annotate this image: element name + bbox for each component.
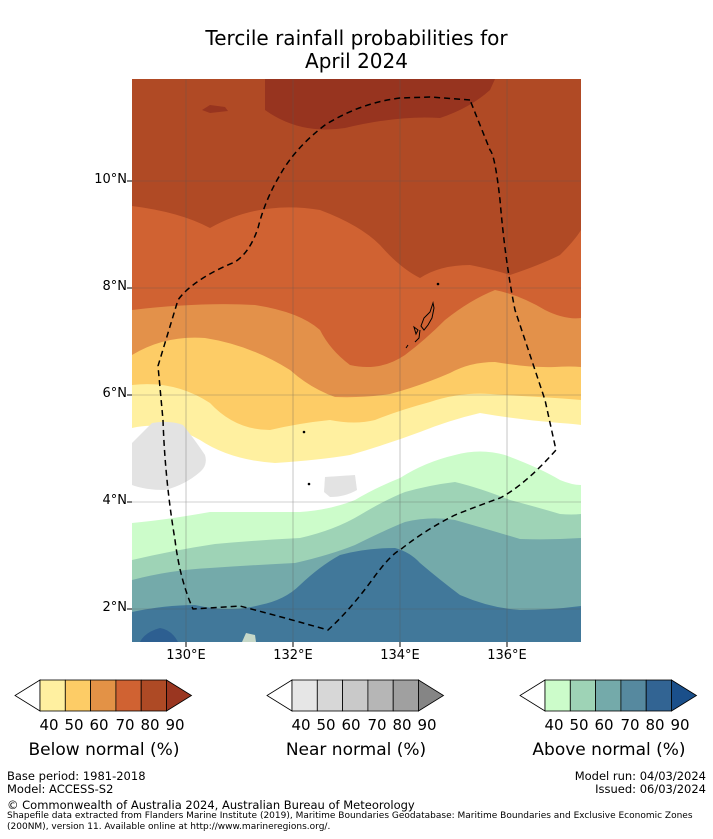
band-below-90 xyxy=(265,79,495,130)
copyright: © Commonwealth of Australia 2024, Austra… xyxy=(7,798,415,812)
colorbar-swatch-2 xyxy=(595,679,622,712)
colorbar-swatch-3 xyxy=(367,679,394,712)
tick-above-40: 40 xyxy=(544,716,564,734)
colorbar-left-extend xyxy=(519,679,546,712)
shapefile-credit-2: (200NM), version 11. Available online at… xyxy=(7,822,331,832)
tick-above-50: 50 xyxy=(569,716,589,734)
colorbar-near xyxy=(266,679,445,712)
colorbar-swatch-0 xyxy=(291,679,318,712)
graticule xyxy=(132,79,581,642)
lon-label-132e: 132°E xyxy=(273,648,313,663)
tick-near-70: 70 xyxy=(367,716,387,734)
map-title-line1: Tercile rainfall probabilities for xyxy=(205,26,508,50)
colorbar-left-extend xyxy=(14,679,41,712)
tick-below-70: 70 xyxy=(115,716,135,734)
tick-below-80: 80 xyxy=(140,716,160,734)
band-near-40-b xyxy=(324,475,357,497)
tick-near-80: 80 xyxy=(392,716,412,734)
tick-above-90: 90 xyxy=(670,716,690,734)
legend-near-label: Near normal (%) xyxy=(285,740,427,760)
tick-marks xyxy=(127,180,508,647)
model-run: Model run: 04/03/2024 xyxy=(574,769,706,783)
legend-above-label: Above normal (%) xyxy=(532,740,686,760)
base-period: Base period: 1981-2018 xyxy=(7,769,146,783)
colorbar-right-extend xyxy=(166,679,193,712)
tick-above-80: 80 xyxy=(645,716,665,734)
lat-label-4n: 4°N xyxy=(102,493,128,508)
colorbar-right-extend xyxy=(671,679,698,712)
colorbar-swatch-0 xyxy=(39,679,66,712)
colorbar-swatch-2 xyxy=(90,679,117,712)
legend-above-normal: 40 50 60 70 80 90 Above normal (%) xyxy=(519,675,713,775)
lon-label-136e: 136°E xyxy=(487,648,527,663)
legend-below-normal: 40 50 60 70 80 90 Below normal (%) xyxy=(14,675,214,775)
colorbar-swatch-1 xyxy=(64,679,91,712)
lon-label-130e: 130°E xyxy=(166,648,206,663)
palau-islands xyxy=(302,282,440,486)
lat-label-8n: 8°N xyxy=(102,279,128,294)
colorbar-below xyxy=(14,679,193,712)
tick-above-70: 70 xyxy=(620,716,640,734)
tick-near-60: 60 xyxy=(341,716,361,734)
model-name: Model: ACCESS-S2 xyxy=(7,782,114,796)
colorbar-swatch-1 xyxy=(316,679,343,712)
tick-below-90: 90 xyxy=(165,716,185,734)
band-above-70 xyxy=(132,548,581,642)
legend-near-normal: 40 50 60 70 80 90 Near normal (%) xyxy=(266,675,466,775)
band-near-40-c xyxy=(242,633,256,642)
band-below-90-b xyxy=(202,105,228,113)
eez-boundary xyxy=(157,96,557,631)
tick-near-40: 40 xyxy=(291,716,311,734)
band-near-40 xyxy=(132,421,206,490)
colorbar-right-extend xyxy=(418,679,445,712)
tick-below-60: 60 xyxy=(89,716,109,734)
colorbar-swatch-3 xyxy=(115,679,142,712)
tick-below-50: 50 xyxy=(64,716,84,734)
colorbar-swatch-1 xyxy=(569,679,596,712)
lat-label-10n: 10°N xyxy=(94,172,127,187)
lon-label-134e: 134°E xyxy=(380,648,420,663)
colorbar-swatch-3 xyxy=(620,679,647,712)
legend-below-label: Below normal (%) xyxy=(28,740,180,760)
shapefile-credit-1: Shapefile data extracted from Flanders M… xyxy=(7,811,693,821)
colorbar-left-extend xyxy=(266,679,293,712)
issued-date: Issued: 06/03/2024 xyxy=(595,782,706,796)
colorbar-swatch-4 xyxy=(392,679,419,712)
tick-near-50: 50 xyxy=(316,716,336,734)
colorbar-above xyxy=(519,679,698,712)
colorbar-swatch-0 xyxy=(544,679,571,712)
tick-near-90: 90 xyxy=(417,716,437,734)
map-title-line2: April 2024 xyxy=(305,49,408,73)
colorbar-swatch-4 xyxy=(645,679,672,712)
lat-label-6n: 6°N xyxy=(102,386,128,401)
colorbar-swatch-2 xyxy=(342,679,369,712)
probability-map xyxy=(127,79,581,647)
band-above-80 xyxy=(140,628,178,642)
tick-above-60: 60 xyxy=(594,716,614,734)
colorbar-swatch-4 xyxy=(140,679,167,712)
lat-label-2n: 2°N xyxy=(102,600,128,615)
tick-below-40: 40 xyxy=(39,716,59,734)
